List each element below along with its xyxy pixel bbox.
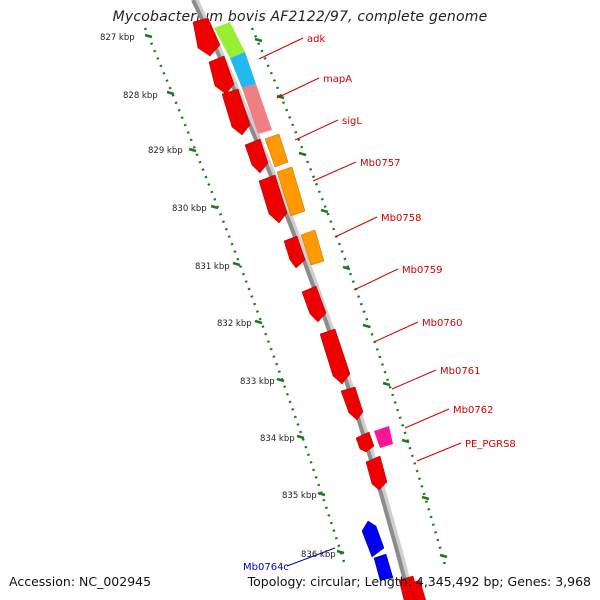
leader-line (294, 119, 339, 141)
scale-label: 831 kbp (195, 262, 230, 272)
gene-label: adk (307, 34, 325, 45)
cds-red-arrow (340, 386, 364, 421)
leader-line (258, 37, 304, 60)
cds-red-arrow (365, 455, 388, 491)
scale-label: 836 kbp (301, 550, 336, 560)
scale-labels: 827 kbp 828 kbp 829 kbp 830 kbp 831 kbp … (100, 33, 336, 560)
gene-label: Mb0762 (453, 405, 493, 416)
scale-label: 833 kbp (240, 377, 275, 387)
gene-label-minus: Mb0764c (243, 562, 289, 573)
scale-major-tick (188, 147, 197, 153)
cds-cyan-block (230, 52, 256, 88)
cds-green-block (214, 22, 245, 58)
cds-red-arrow (192, 17, 221, 57)
scale-label: 832 kbp (217, 319, 252, 329)
scale-label: 830 kbp (172, 204, 207, 214)
cds-red-arrow (301, 285, 327, 323)
scale-label: 828 kbp (123, 91, 158, 101)
leader-line-minus (286, 547, 336, 567)
cds-ring-red (192, 17, 421, 600)
cds-orange-block (276, 166, 306, 217)
cds-red-arrow (208, 55, 235, 95)
cds-blue-arrow (361, 520, 385, 558)
leader-line (404, 408, 450, 429)
scale-major-tick (439, 553, 448, 559)
leader-line (334, 216, 378, 238)
scale-major-tick (320, 208, 329, 214)
scale-major-tick (342, 265, 351, 271)
scale-major-tick (144, 33, 153, 39)
gene-labels: adk mapA sigL Mb0757 Mb0758 Mb0759 Mb076… (243, 34, 516, 573)
scale-label: 834 kbp (260, 434, 295, 444)
gene-label: Mb0757 (360, 158, 400, 169)
leader-line (312, 161, 357, 182)
scale-track-outer (250, 27, 447, 566)
scale-major-tick (276, 94, 285, 100)
genome-summary-text: Topology: circular; Length: 4,345,492 bp… (247, 574, 591, 589)
cds-red-arrow (244, 138, 269, 174)
gene-label: PE_PGRS8 (465, 439, 516, 450)
cds-pink-block (242, 84, 272, 134)
scale-major-tick (336, 549, 345, 555)
gene-label-leaders (258, 37, 462, 567)
leader-line (416, 442, 462, 462)
scale-major-tick (254, 319, 263, 325)
scale-major-tick (401, 438, 410, 444)
cds-red-arrow (319, 328, 351, 385)
scale-track-inner (143, 27, 347, 566)
scale-major-tick (296, 434, 305, 440)
cds-red-arrow (355, 431, 375, 453)
gene-label: mapA (323, 74, 352, 85)
scale-major-tick (210, 204, 219, 210)
cds-red-arrow (258, 174, 288, 224)
cds-orange-block (300, 229, 325, 266)
scale-major-tick (276, 377, 285, 383)
scale-major-tick (317, 491, 326, 497)
scale-major-tick (166, 90, 175, 96)
leader-line (391, 369, 437, 390)
scale-major-tick (254, 37, 263, 43)
scale-label: 829 kbp (148, 146, 183, 156)
scale-major-tick (382, 381, 391, 387)
cds-red-block-bottom (405, 580, 426, 600)
scale-major-tick (362, 323, 371, 329)
scale-major-tick (421, 495, 430, 501)
accession-text: Accession: NC_002945 (9, 574, 152, 589)
scale-major-tick (298, 151, 307, 157)
leader-line (373, 321, 419, 343)
cds-red-arrow (221, 88, 251, 136)
cds-red-arrow (283, 235, 306, 269)
gene-label: sigL (342, 116, 362, 127)
scale-major-ticks (144, 33, 448, 559)
scale-label: 827 kbp (100, 33, 135, 43)
cds-magenta-block (374, 426, 393, 448)
gene-label: Mb0759 (402, 265, 442, 276)
gene-label: Mb0760 (422, 318, 462, 329)
gene-label: Mb0758 (381, 213, 421, 224)
scale-major-tick (232, 261, 241, 267)
cds-orange-block (264, 133, 289, 168)
cds-blue-arrow (373, 553, 394, 581)
scale-label: 835 kbp (282, 491, 317, 501)
leader-line (276, 77, 320, 99)
cds-ring-colored (214, 22, 426, 600)
gene-label: Mb0761 (440, 366, 480, 377)
leader-line (353, 268, 399, 291)
cds-ring-blue (361, 520, 394, 581)
